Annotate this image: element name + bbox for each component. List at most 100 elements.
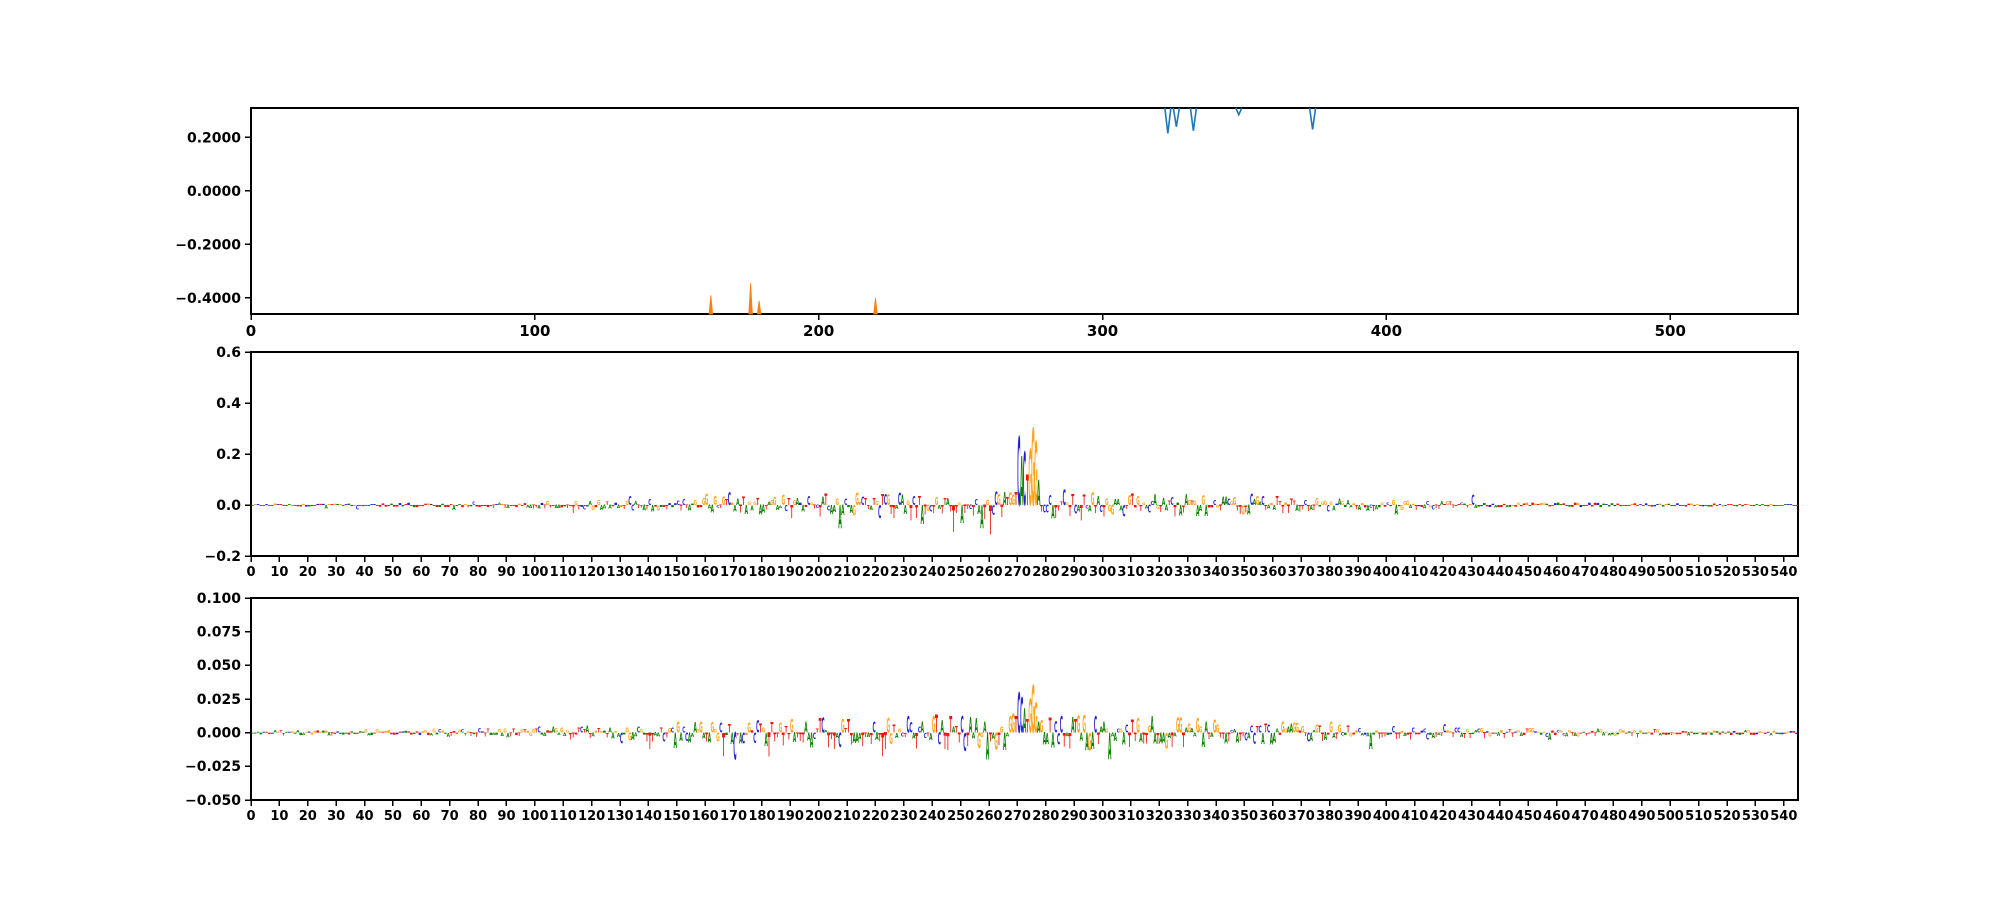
orange-spike: [748, 283, 753, 315]
logo-letter-T: [381, 503, 385, 505]
logo-letter-T: T: [1630, 732, 1633, 738]
x-tick-label: 270: [1004, 809, 1031, 824]
logo-letter-C: [322, 503, 325, 505]
y-tick-label: 0.0: [216, 498, 241, 514]
logo-letter-T: [478, 505, 481, 507]
logo-letter-T: [316, 730, 320, 733]
logo-letter-G: G: [986, 500, 990, 507]
logo-letter-G: G: [1233, 494, 1237, 507]
logo-letter-C: [483, 505, 487, 506]
logo-letter-G: G: [432, 728, 436, 734]
logo-letter-G: G: [1301, 725, 1305, 735]
logo-letter-G: G: [1406, 500, 1410, 507]
logo-letter-C: [1534, 731, 1537, 733]
logo-letter-T: T: [685, 504, 688, 510]
logo-letter-A: A: [1088, 504, 1092, 514]
logo-letter-A: A: [611, 731, 614, 741]
logo-letter-T: T: [728, 723, 731, 736]
logo-letter-G: G: [886, 490, 890, 509]
logo-letter-T: T: [640, 504, 643, 508]
x-tick-label: 200: [803, 322, 834, 340]
logo-letter-T: T: [1015, 712, 1018, 738]
x-tick-label: 540: [1770, 809, 1797, 824]
logo-letter-T: [1775, 505, 1779, 506]
logo-letter-G: [319, 731, 322, 733]
logo-letter-C: C: [1304, 500, 1307, 507]
logo-letter-A: A: [1085, 729, 1089, 757]
logo-letter-G: [1698, 731, 1702, 733]
logo-letter-T: T: [475, 732, 478, 739]
logo-letter-G: G: [713, 494, 717, 509]
logo-letter-C: C: [1250, 724, 1253, 736]
x-tick-label: 100: [521, 809, 548, 824]
logo-letter-A: A: [969, 713, 972, 738]
logo-letter-T: [356, 732, 359, 734]
logo-letter-T: T: [927, 732, 931, 739]
logo-letter-A: [336, 503, 339, 505]
logo-letter-G: [1721, 505, 1725, 507]
logo-letter-T: [1766, 505, 1770, 507]
logo-letter-A: A: [1375, 505, 1379, 512]
x-tick-label: 260: [975, 809, 1002, 824]
logo-letter-A: A: [1222, 496, 1226, 509]
logo-letter-T: T: [739, 503, 742, 515]
logo-letter-A: A: [586, 724, 590, 736]
logo-letter-A: [622, 732, 626, 735]
logo-letter-A: [401, 505, 405, 507]
logo-letter-C: C: [472, 501, 475, 506]
x-tick-label: 120: [578, 565, 605, 580]
logo-letter-G: [290, 505, 294, 507]
logo-letter-T: T: [1208, 730, 1211, 741]
logo-letter-G: G: [1128, 494, 1132, 509]
logo-letter-A: [1429, 732, 1432, 735]
logo-letter-C: [387, 505, 390, 506]
logo-letter-T: T: [1139, 503, 1142, 513]
logo-letter-A: A: [946, 496, 949, 508]
logo-letter-G: G: [1028, 690, 1032, 744]
logo-letter-T: T: [955, 725, 958, 735]
logo-letter-C: [270, 732, 274, 734]
logo-letter-A: [253, 732, 257, 734]
logo-letter-A: A: [1162, 732, 1165, 747]
logo-letter-A: A: [1051, 502, 1055, 524]
logo-letter-G: G: [529, 732, 533, 738]
logo-letter-A: A: [736, 497, 740, 507]
x-tick-label: 210: [834, 565, 861, 580]
logo-letter-A: A: [430, 732, 434, 737]
x-tick-label: 400: [1373, 809, 1400, 824]
logo-letter-T: [1414, 732, 1418, 735]
logo-letter-T: [549, 730, 552, 733]
logo-letter-T: T: [1264, 505, 1267, 512]
logo-letter-A: A: [642, 504, 645, 513]
logo-letter-T: [333, 732, 337, 734]
logo-letter-C: [265, 504, 268, 505]
logo-letter-A: [469, 505, 473, 507]
logo-letter-A: A: [1159, 730, 1163, 748]
logo-letter-T: [1661, 732, 1665, 735]
x-tick-label: 20: [299, 565, 317, 580]
logo-letter-T: T: [1466, 504, 1469, 508]
blue-dip: [1235, 107, 1243, 117]
logo-letter-A: [339, 732, 342, 734]
logo-letter-T: [393, 732, 396, 735]
logo-letter-T: [1681, 731, 1685, 733]
logo-letter-T: T: [819, 716, 822, 738]
logo-letter-G: [333, 503, 337, 505]
x-tick-label: 60: [412, 809, 430, 824]
logo-letter-T: T: [1168, 500, 1171, 507]
logo-letter-T: T: [282, 732, 285, 737]
logo-letter-T: T: [796, 733, 799, 740]
logo-letter-C: [1363, 732, 1367, 735]
logo-letter-A: A: [1051, 728, 1055, 753]
logo-letter-A: [344, 732, 348, 734]
logo-letter-T: [1406, 732, 1410, 735]
x-tick-label: 200: [805, 565, 832, 580]
logo-letter-A: [481, 505, 484, 507]
logo-letter-G: [1639, 730, 1642, 733]
x-tick-label: 100: [519, 322, 550, 340]
x-tick-label: 540: [1770, 565, 1797, 580]
logo-letter-A: A: [1173, 732, 1177, 738]
logo-letter-A: A: [1349, 504, 1352, 508]
logo-letter-G: G: [1105, 496, 1109, 507]
logo-letter-T: T: [648, 728, 651, 754]
